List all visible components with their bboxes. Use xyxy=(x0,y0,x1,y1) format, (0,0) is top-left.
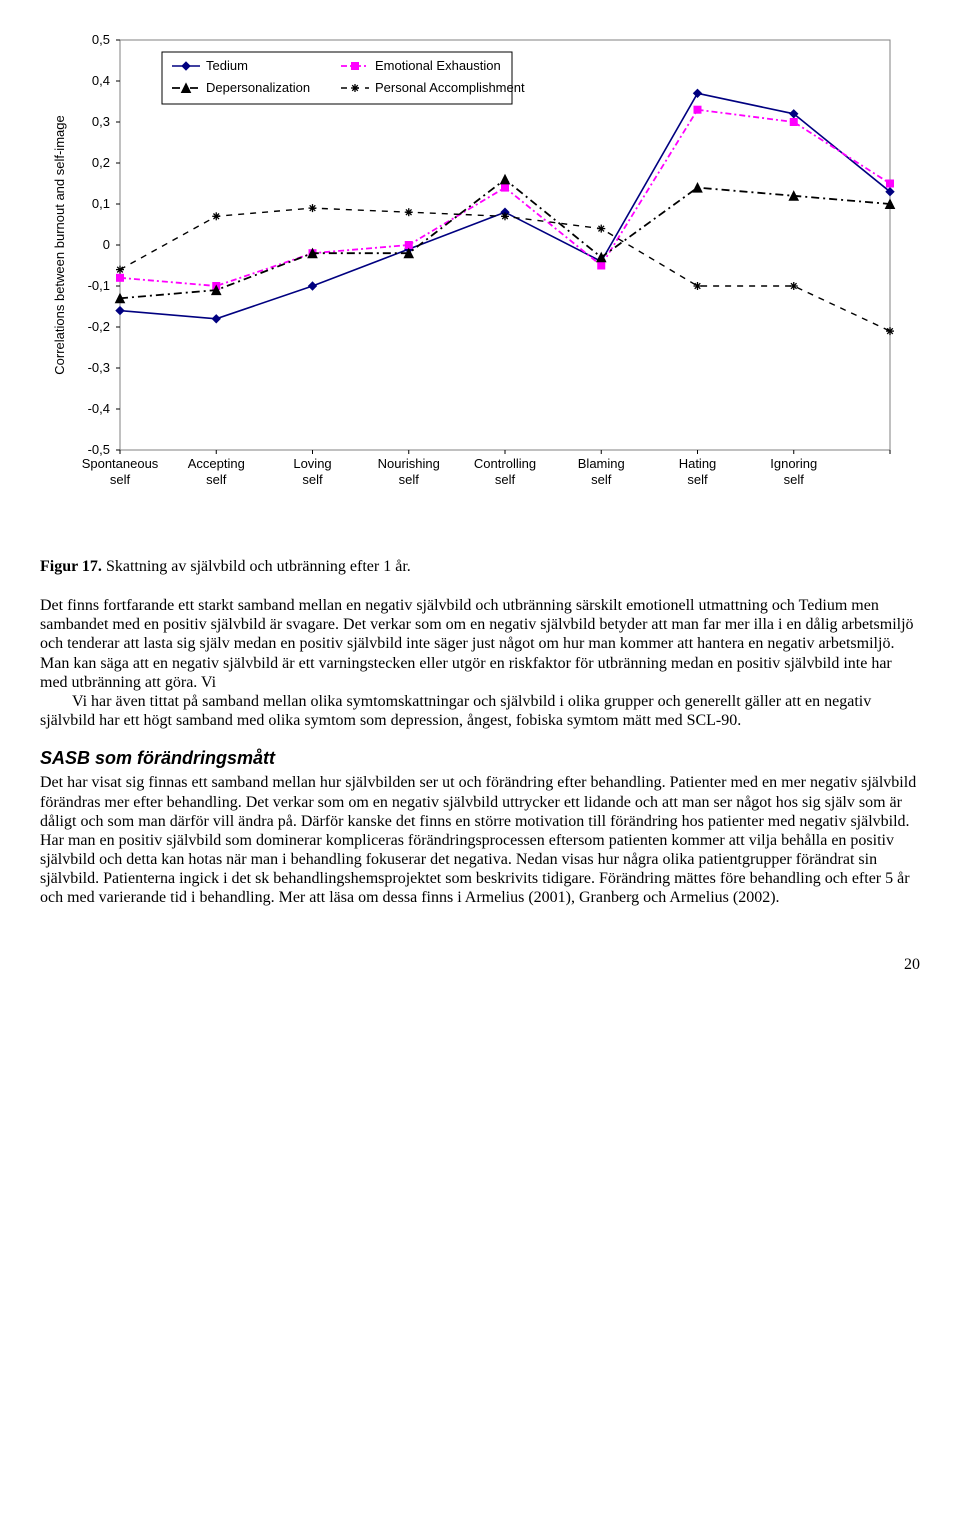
svg-text:Depersonalization: Depersonalization xyxy=(206,80,310,95)
svg-text:self: self xyxy=(302,472,323,487)
svg-text:Loving: Loving xyxy=(293,456,331,471)
svg-text:0,4: 0,4 xyxy=(92,73,110,88)
svg-text:self: self xyxy=(495,472,516,487)
svg-text:-0,2: -0,2 xyxy=(88,319,110,334)
svg-text:-0,3: -0,3 xyxy=(88,360,110,375)
svg-text:0,1: 0,1 xyxy=(92,196,110,211)
svg-text:self: self xyxy=(206,472,227,487)
svg-text:0,3: 0,3 xyxy=(92,114,110,129)
svg-text:Emotional Exhaustion: Emotional Exhaustion xyxy=(375,58,501,73)
chart-svg: -0,5 -0,4 -0,3 -0,2 -0,1 0 0,1 0,2 0,3 0,4 0,5 Corr… xyxy=(40,30,900,540)
svg-text:self: self xyxy=(399,472,420,487)
svg-text:self: self xyxy=(110,472,131,487)
svg-text:Blaming: Blaming xyxy=(578,456,625,471)
figure-caption: Figur 17. Skattning av självbild och utb… xyxy=(40,558,920,576)
svg-text:-0,5: -0,5 xyxy=(88,442,110,457)
figure-number: Figur 17. xyxy=(40,558,102,575)
svg-text:-0,1: -0,1 xyxy=(88,278,110,293)
svg-text:0,5: 0,5 xyxy=(92,32,110,47)
svg-text:self: self xyxy=(687,472,708,487)
svg-text:-0,4: -0,4 xyxy=(88,401,110,416)
correlation-chart: -0,5 -0,4 -0,3 -0,2 -0,1 0 0,1 0,2 0,3 0,4 0,5 Corr… xyxy=(40,30,900,540)
svg-text:Nourishing: Nourishing xyxy=(378,456,440,471)
svg-text:0: 0 xyxy=(103,237,110,252)
svg-text:Hating: Hating xyxy=(679,456,717,471)
svg-text:Personal Accomplishment: Personal Accomplishment xyxy=(375,80,525,95)
body-paragraph-2: Det har visat sig finnas ett samband mel… xyxy=(40,773,920,907)
svg-text:self: self xyxy=(784,472,805,487)
svg-text:Correlations between burnout a: Correlations between burnout and self-im… xyxy=(52,115,67,374)
svg-text:self: self xyxy=(591,472,612,487)
body-paragraph-1: Det finns fortfarande ett starkt samband… xyxy=(40,596,920,730)
svg-text:0,2: 0,2 xyxy=(92,155,110,170)
svg-text:Controlling: Controlling xyxy=(474,456,536,471)
svg-text:Spontaneous: Spontaneous xyxy=(82,456,159,471)
section-heading: SASB som förändringsmått xyxy=(40,748,920,769)
svg-text:Ignoring: Ignoring xyxy=(770,456,817,471)
paragraph-1-text-b: Vi har även tittat på samband mellan oli… xyxy=(40,693,871,729)
svg-text:Tedium: Tedium xyxy=(206,58,248,73)
figure-caption-text: Skattning av självbild och utbränning ef… xyxy=(106,558,411,575)
svg-text:Accepting: Accepting xyxy=(188,456,245,471)
page-number: 20 xyxy=(40,956,920,974)
paragraph-1-text-a: Det finns fortfarande ett starkt samband… xyxy=(40,597,914,691)
